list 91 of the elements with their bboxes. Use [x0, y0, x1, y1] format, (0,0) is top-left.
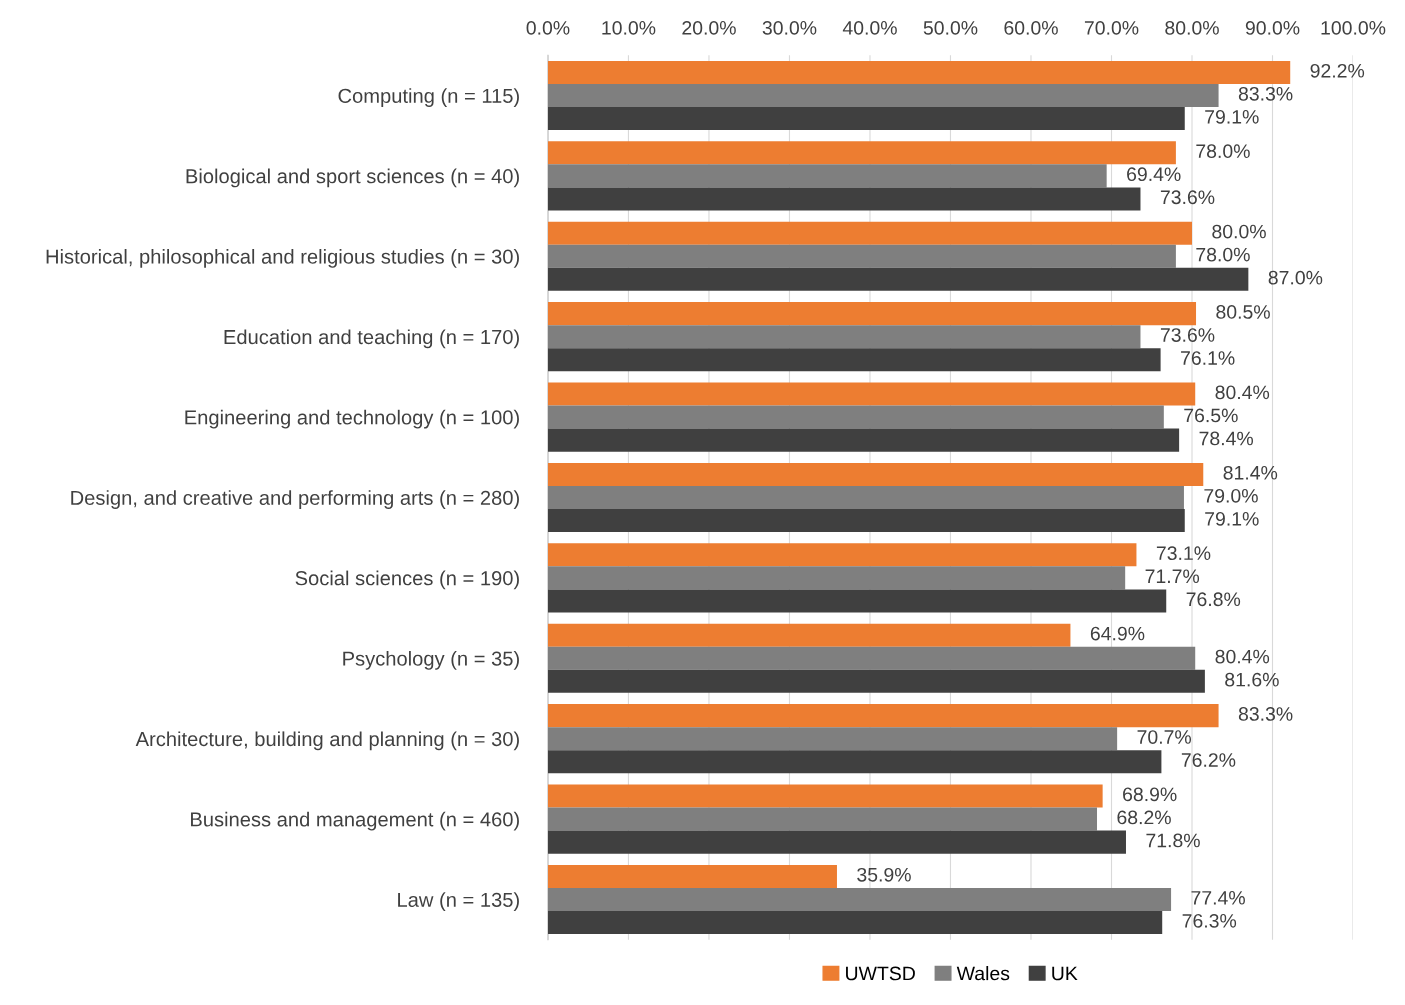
data-label: 78.0%	[1196, 247, 1250, 262]
y-tick-label: Law (n = 135)	[398, 892, 519, 911]
y-tick-label: Engineering and technology (n = 100)	[185, 409, 519, 429]
data-label: 81.4%	[1223, 465, 1278, 480]
bar	[547, 623, 1071, 647]
y-tick-label: Social sciences (n = 190)	[295, 570, 519, 590]
y-tick-label: Design, and creative and performing arts (n = 280)	[71, 490, 519, 509]
data-label: 68.2%	[1117, 810, 1171, 825]
data-label: 69.4%	[1127, 167, 1181, 182]
data-label: 92.2%	[1310, 63, 1365, 78]
y-tick-label: Architecture, building and planning (n = 30)	[135, 731, 519, 751]
y-tick-label: Biological and sport sciences (n = 40)	[186, 168, 519, 188]
bar	[547, 141, 1176, 165]
bar	[547, 807, 1097, 831]
bar	[547, 911, 1163, 935]
bar	[547, 669, 1205, 693]
data-label: 80.4%	[1215, 385, 1270, 400]
bar	[547, 646, 1196, 670]
y-tick-label: Education and teaching (n = 170)	[224, 329, 519, 349]
bar	[547, 302, 1197, 326]
x-tick-label: 0.0%	[526, 21, 570, 35]
data-label: 73.6%	[1160, 190, 1215, 205]
bar	[547, 864, 837, 888]
x-tick-label: 50.0%	[923, 21, 978, 35]
x-tick-label: 30.0%	[762, 21, 817, 35]
bar	[547, 405, 1164, 429]
data-label: 83.3%	[1238, 707, 1293, 721]
bar	[547, 704, 1219, 728]
data-label: 76.2%	[1181, 753, 1236, 767]
bar	[547, 83, 1219, 107]
data-label: 64.9%	[1090, 626, 1145, 641]
data-label: 76.1%	[1181, 351, 1235, 365]
bar	[547, 462, 1204, 486]
y-tick-label: Computing (n = 115)	[338, 88, 519, 107]
legend-label: UWTSD	[846, 966, 915, 981]
bar	[547, 784, 1103, 808]
data-label: 70.7%	[1137, 730, 1192, 744]
bar	[547, 750, 1162, 774]
bar	[547, 164, 1107, 188]
bar	[547, 887, 1172, 911]
data-label: 68.9%	[1123, 787, 1177, 802]
bar	[547, 428, 1180, 452]
data-label: 79.1%	[1205, 511, 1259, 526]
data-label: 76.5%	[1184, 408, 1238, 423]
data-label: 77.4%	[1191, 891, 1245, 905]
data-label: 79.0%	[1204, 488, 1258, 503]
x-tick-label: 90.0%	[1245, 21, 1300, 35]
data-label: 78.4%	[1199, 431, 1254, 446]
x-tick-label: 70.0%	[1084, 21, 1139, 35]
bar	[547, 382, 1196, 406]
bar	[547, 107, 1185, 131]
x-tick-label: 80.0%	[1165, 21, 1219, 35]
bar	[547, 348, 1161, 372]
legend-label: Wales	[956, 966, 1010, 981]
bar	[547, 485, 1184, 509]
x-tick-label: 40.0%	[842, 21, 897, 35]
bar	[547, 509, 1185, 533]
x-tick-label: 10.0%	[602, 21, 656, 35]
x-tick-label: 60.0%	[1004, 21, 1058, 35]
bar	[547, 60, 1291, 84]
data-label: 76.8%	[1186, 592, 1241, 607]
data-label: 71.8%	[1146, 833, 1200, 848]
bar	[547, 589, 1167, 613]
y-tick-label: Historical, philosophical and religious studies (n = 30)	[46, 248, 519, 268]
bar	[547, 727, 1118, 751]
data-label: 78.0%	[1196, 144, 1250, 159]
data-label: 71.7%	[1145, 569, 1200, 584]
x-tick-label: 20.0%	[682, 21, 736, 35]
bar	[547, 830, 1126, 854]
data-label: 79.1%	[1205, 109, 1259, 124]
data-label: 80.5%	[1216, 305, 1270, 319]
data-label: 81.6%	[1225, 672, 1279, 687]
data-label: 35.9%	[857, 867, 911, 882]
data-label: 73.6%	[1160, 328, 1215, 342]
data-label: 80.4%	[1215, 649, 1270, 664]
bar	[547, 221, 1192, 245]
data-label: 80.0%	[1212, 224, 1266, 239]
data-label: 83.3%	[1238, 86, 1293, 101]
data-label: 73.1%	[1156, 546, 1211, 561]
legend-label: UK	[1052, 966, 1078, 981]
y-tick-label: Business and management (n = 460)	[191, 811, 519, 831]
x-tick-label: 100.0%	[1321, 21, 1386, 35]
data-label: 76.3%	[1182, 913, 1237, 928]
bar	[547, 566, 1126, 590]
y-tick-label: Psychology (n = 35)	[343, 650, 519, 670]
data-label: 87.0%	[1268, 270, 1323, 285]
bar	[547, 267, 1249, 291]
bar	[547, 325, 1141, 349]
bar	[547, 543, 1137, 567]
bar	[547, 244, 1176, 268]
bar	[547, 187, 1141, 211]
